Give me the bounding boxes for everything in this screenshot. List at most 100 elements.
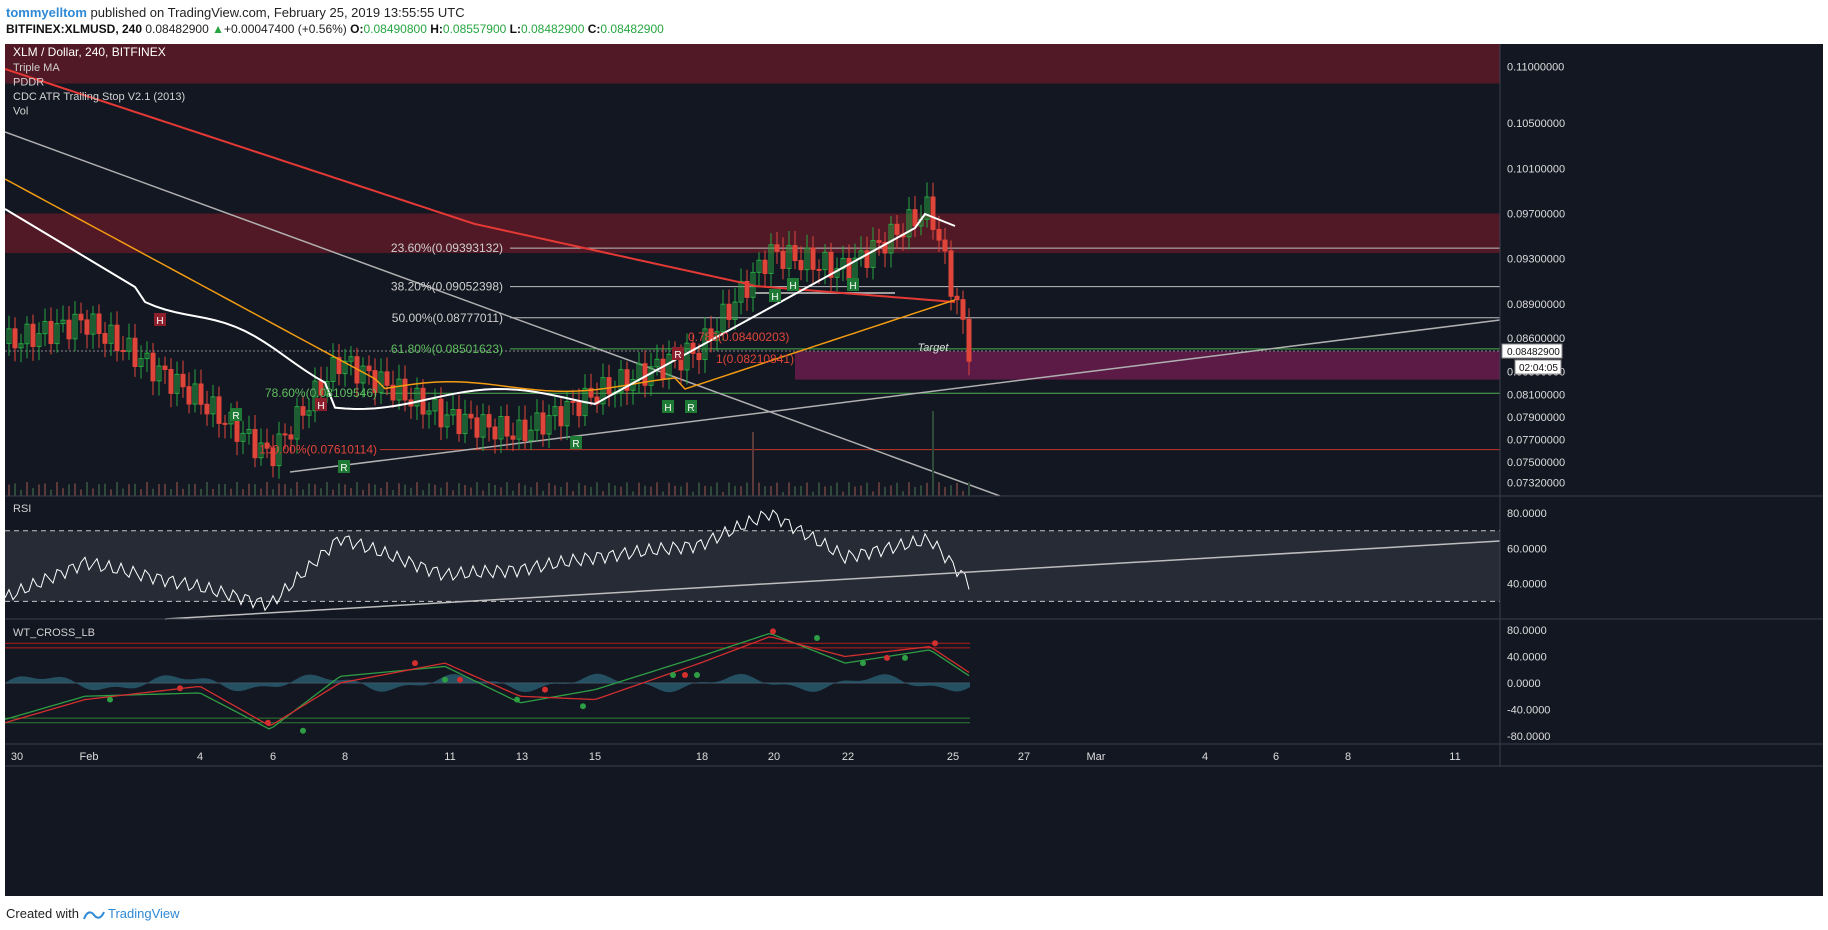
volume-bar [116, 482, 118, 496]
volume-bar [608, 482, 610, 496]
candle-body [204, 403, 210, 415]
volume-bar [728, 482, 730, 496]
wt-panel [4, 628, 970, 734]
volume-bar [200, 488, 202, 496]
candle-body [486, 414, 492, 428]
volume-bar [422, 490, 424, 496]
volume-bar [908, 482, 910, 496]
volume-bar [8, 484, 10, 496]
candle-body [432, 398, 438, 412]
volume-bar [302, 489, 304, 496]
volume-bar [758, 482, 760, 496]
volume-bar [896, 482, 898, 496]
volume-bar [26, 482, 28, 496]
candle-body [798, 259, 804, 271]
volume-bar [248, 483, 250, 496]
candle-body [396, 378, 402, 401]
wt-tick: 0.0000 [1507, 678, 1541, 690]
volume-bar [392, 489, 394, 496]
wt-cross-dot [814, 634, 820, 641]
wt-histogram [5, 673, 970, 693]
volume-bar [224, 484, 226, 496]
volume-bar [614, 485, 616, 496]
candle-body [342, 360, 348, 375]
candle-body [744, 280, 750, 298]
h-signal-badge [787, 278, 799, 291]
volume-bar [470, 487, 472, 496]
volume-bar [572, 490, 574, 496]
candle-body [438, 398, 444, 428]
volume-bar [902, 491, 904, 496]
legend-indicator: CDC ATR Trailing Stop V2.1 (2013) [13, 91, 185, 103]
time-tick: 30 [11, 751, 23, 763]
volume-bar [80, 489, 82, 496]
open-key: O: [350, 22, 364, 36]
volume-bar [752, 431, 754, 496]
rsi-tick: 40.0000 [1507, 579, 1547, 591]
volume-bar [632, 491, 634, 496]
candle-body [474, 417, 480, 438]
volume-bar [530, 487, 532, 496]
volume-bar [548, 482, 550, 496]
h-signal-badge [769, 289, 781, 302]
change-arrow-icon: ▲ [212, 22, 225, 36]
volume-bar [578, 482, 580, 496]
volume-bar [230, 488, 232, 496]
candle-body [336, 357, 342, 375]
ma-fast-line [4, 208, 956, 410]
price-change: +0.00047400 (+0.56%) [224, 22, 347, 36]
candle-body [648, 366, 654, 386]
volume-bar [434, 484, 436, 496]
candle-body [366, 365, 372, 372]
volume-bar [482, 490, 484, 496]
candle-body [546, 415, 552, 435]
open-value: 0.08490800 [363, 22, 427, 36]
candle-body [864, 250, 870, 268]
volume-bar [584, 485, 586, 496]
candle-body [48, 320, 54, 345]
volume-bar [446, 482, 448, 496]
r-signal-label: R [687, 403, 694, 414]
candle-body [960, 299, 966, 320]
author-link[interactable]: tommyelltom [6, 5, 87, 20]
time-tick: 25 [947, 751, 959, 763]
volume-bar [362, 489, 364, 496]
rsi-trendline [164, 540, 1501, 620]
h-signal-label: H [664, 403, 671, 414]
time-tick: 6 [1273, 751, 1279, 763]
candle-body [282, 433, 288, 436]
candle-body [924, 196, 930, 220]
volume-bar [14, 483, 16, 496]
candle-body [186, 386, 192, 405]
last-price-tag: 0.08482900 [1507, 347, 1560, 358]
candle-body [888, 223, 894, 254]
volume-bar [638, 482, 640, 496]
volume-bar [308, 483, 310, 496]
candle-body [936, 228, 942, 241]
wt-cross-dot [860, 660, 866, 667]
volume-bar [140, 489, 142, 496]
time-tick: 18 [696, 751, 708, 763]
ascending-trendline [289, 319, 1501, 473]
candle-body [792, 245, 798, 261]
volume-bar [950, 485, 952, 496]
rsi-panel [4, 509, 1501, 620]
candle-body [66, 319, 72, 340]
candle-body [726, 303, 732, 320]
h-signal-label: H [317, 401, 324, 412]
volume-bar [212, 489, 214, 496]
volume-bar [98, 484, 100, 496]
close-key: C: [587, 22, 601, 36]
high-key: H: [430, 22, 443, 36]
tradingview-link[interactable]: TradingView [108, 906, 180, 921]
volume-bar [146, 482, 148, 496]
volume-bar [182, 488, 184, 496]
price-tick: 0.09300000 [1507, 254, 1565, 266]
volume-bar [518, 482, 520, 496]
candle-body [6, 328, 12, 344]
candle-body [948, 250, 954, 297]
candle-body [504, 415, 510, 437]
volume-bar [698, 482, 700, 496]
